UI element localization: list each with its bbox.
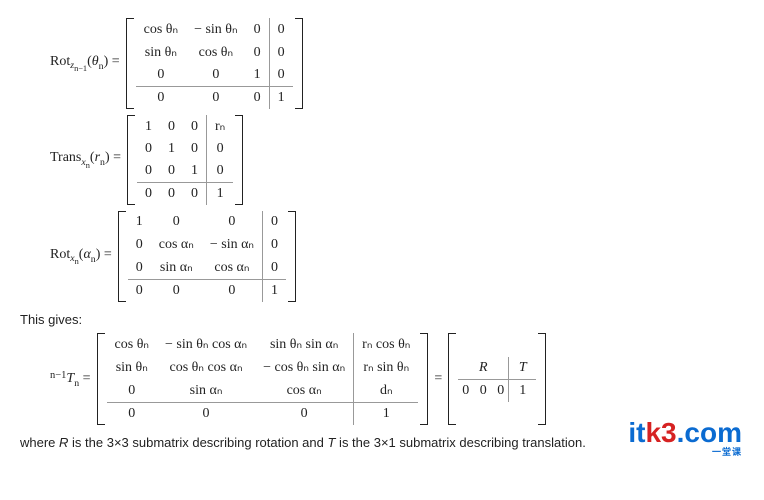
sub-index: n	[75, 257, 79, 266]
bracket-left	[126, 18, 134, 109]
caption: where R is the 3×3 submatrix describing …	[20, 435, 744, 450]
bracket-left	[118, 211, 126, 302]
bracket-left	[97, 333, 105, 425]
bracket-right	[235, 115, 243, 205]
arg: α	[83, 247, 90, 262]
sub-index: n	[86, 161, 90, 170]
lhs-tn: n−1Tn =	[50, 370, 97, 389]
matrix-rotz: cos θₙ− sin θₙ00 sin θₙcos θₙ00 0010 000…	[136, 18, 293, 109]
caption-part: is the 3×1 submatrix describing translat…	[335, 435, 585, 450]
matrix-transx: 100rₙ 0100 0010 0001	[137, 115, 233, 205]
equals-sign: =	[428, 371, 448, 387]
caption-part: where	[20, 435, 59, 450]
bracket-right	[288, 211, 296, 302]
equation-rotx: Rotxn(αn) = 1000 0cos αₙ− sin αₙ0 0sin α…	[20, 211, 744, 302]
matrix-block: RT 0 0 01	[458, 357, 536, 402]
equation-transx: Transxn(rn) = 100rₙ 0100 0010 0001	[20, 115, 744, 205]
bracket-left	[448, 333, 456, 425]
gives-text: This gives:	[20, 312, 744, 327]
bracket-right	[420, 333, 428, 425]
lhs-transx: Transxn(rn) =	[50, 150, 127, 170]
equation-tn: n−1Tn = cos θₙ− sin θₙ cos αₙsin θₙ sin …	[20, 333, 744, 425]
caption-r: R	[59, 435, 68, 450]
matrix-rotx: 1000 0cos αₙ− sin αₙ0 0sin αₙcos αₙ0 000…	[128, 211, 286, 302]
arg-sub: n	[100, 157, 105, 168]
equation-rotz: Rotzn−1(θn) = cos θₙ− sin θₙ00 sin θₙcos…	[20, 18, 744, 109]
bracket-left	[127, 115, 135, 205]
presuperscript: n−1	[50, 370, 66, 381]
matrix-tn: cos θₙ− sin θₙ cos αₙsin θₙ sin αₙrₙ cos…	[107, 333, 419, 425]
arg: θ	[92, 54, 99, 69]
caption-part: is the 3×3 submatrix describing rotation…	[68, 435, 327, 450]
bracket-right	[538, 333, 546, 425]
func-name: Rot	[50, 54, 70, 69]
arg-sub: n	[91, 253, 96, 264]
lhs-rotx: Rotxn(αn) =	[50, 247, 118, 267]
t-sub: n	[74, 377, 79, 388]
arg-sub: n	[99, 60, 104, 71]
func-name: Trans	[50, 150, 81, 165]
sub-index: n−1	[74, 64, 87, 73]
bracket-right	[295, 18, 303, 109]
func-name: Rot	[50, 247, 70, 262]
lhs-rotz: Rotzn−1(θn) =	[50, 54, 126, 74]
